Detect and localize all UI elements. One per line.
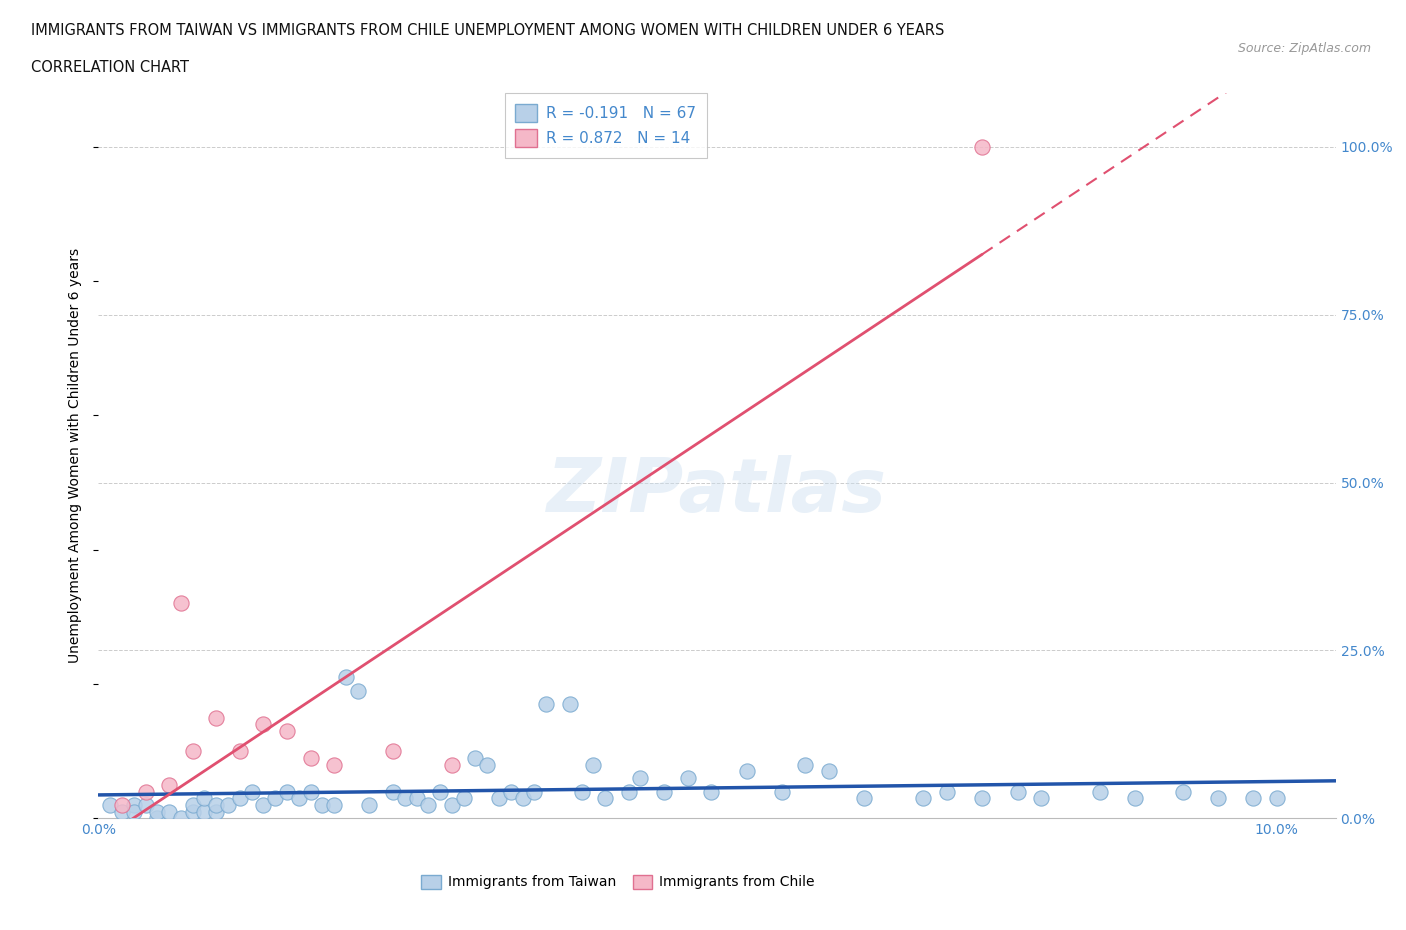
- Point: [323, 798, 346, 813]
- Point: [440, 798, 463, 813]
- Point: [1171, 784, 1194, 799]
- Point: [770, 784, 793, 799]
- Point: [181, 804, 204, 819]
- Text: CORRELATION CHART: CORRELATION CHART: [31, 60, 188, 75]
- Point: [512, 790, 534, 805]
- Point: [488, 790, 510, 805]
- Point: [135, 784, 157, 799]
- Point: [477, 757, 499, 772]
- Point: [582, 757, 605, 772]
- Point: [205, 711, 228, 725]
- Point: [157, 804, 180, 819]
- Point: [193, 790, 215, 805]
- Point: [252, 798, 274, 813]
- Point: [429, 784, 451, 799]
- Point: [382, 744, 405, 759]
- Point: [972, 140, 994, 154]
- Point: [1265, 790, 1288, 805]
- Point: [359, 798, 381, 813]
- Text: IMMIGRANTS FROM TAIWAN VS IMMIGRANTS FROM CHILE UNEMPLOYMENT AMONG WOMEN WITH CH: IMMIGRANTS FROM TAIWAN VS IMMIGRANTS FRO…: [31, 23, 945, 38]
- Point: [122, 798, 145, 813]
- Point: [523, 784, 546, 799]
- Point: [1206, 790, 1229, 805]
- Point: [676, 771, 699, 786]
- Point: [630, 771, 652, 786]
- Point: [205, 804, 228, 819]
- Point: [617, 784, 640, 799]
- Point: [111, 804, 134, 819]
- Point: [193, 804, 215, 819]
- Point: [264, 790, 287, 805]
- Point: [122, 804, 145, 819]
- Point: [146, 811, 169, 826]
- Point: [323, 757, 346, 772]
- Point: [276, 724, 298, 738]
- Point: [170, 596, 193, 611]
- Point: [382, 784, 405, 799]
- Point: [135, 798, 157, 813]
- Point: [299, 784, 322, 799]
- Point: [405, 790, 427, 805]
- Point: [571, 784, 593, 799]
- Point: [853, 790, 876, 805]
- Point: [394, 790, 416, 805]
- Point: [1007, 784, 1029, 799]
- Text: ZIPatlas: ZIPatlas: [547, 456, 887, 528]
- Point: [1088, 784, 1111, 799]
- Point: [652, 784, 675, 799]
- Point: [205, 798, 228, 813]
- Point: [453, 790, 475, 805]
- Point: [229, 790, 252, 805]
- Y-axis label: Unemployment Among Women with Children Under 6 years: Unemployment Among Women with Children U…: [69, 248, 83, 663]
- Point: [935, 784, 957, 799]
- Point: [157, 777, 180, 792]
- Point: [418, 798, 440, 813]
- Point: [1241, 790, 1264, 805]
- Point: [346, 684, 368, 698]
- Point: [252, 717, 274, 732]
- Point: [287, 790, 309, 805]
- Point: [335, 670, 357, 684]
- Point: [593, 790, 616, 805]
- Point: [558, 697, 581, 711]
- Point: [794, 757, 817, 772]
- Point: [217, 798, 239, 813]
- Point: [111, 798, 134, 813]
- Point: [972, 790, 994, 805]
- Point: [464, 751, 486, 765]
- Point: [181, 744, 204, 759]
- Point: [240, 784, 263, 799]
- Point: [499, 784, 522, 799]
- Point: [534, 697, 557, 711]
- Point: [1125, 790, 1147, 805]
- Point: [181, 798, 204, 813]
- Point: [912, 790, 935, 805]
- Point: [311, 798, 333, 813]
- Point: [170, 811, 193, 826]
- Point: [146, 804, 169, 819]
- Point: [98, 798, 121, 813]
- Point: [276, 784, 298, 799]
- Point: [299, 751, 322, 765]
- Legend: Immigrants from Taiwan, Immigrants from Chile: Immigrants from Taiwan, Immigrants from …: [416, 869, 820, 895]
- Point: [229, 744, 252, 759]
- Point: [818, 764, 841, 778]
- Point: [700, 784, 723, 799]
- Point: [735, 764, 758, 778]
- Point: [1029, 790, 1052, 805]
- Text: Source: ZipAtlas.com: Source: ZipAtlas.com: [1237, 42, 1371, 55]
- Point: [440, 757, 463, 772]
